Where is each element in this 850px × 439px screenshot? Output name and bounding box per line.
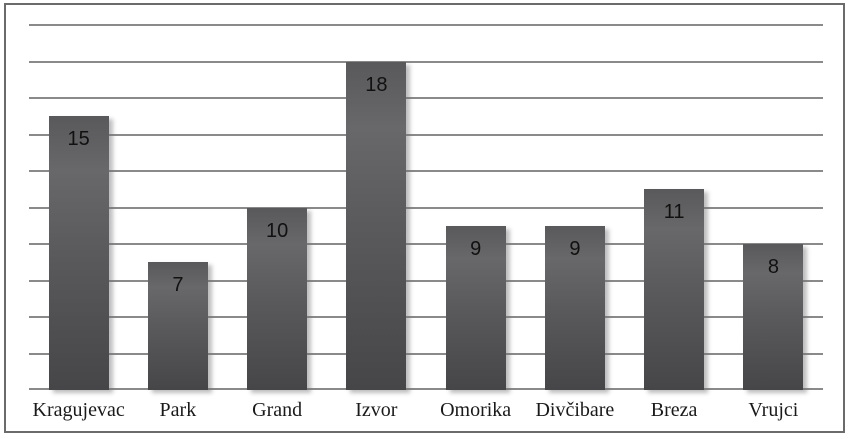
bar-value-label: 10 bbox=[266, 219, 289, 242]
category-label: Grand bbox=[252, 399, 303, 421]
gridline bbox=[29, 352, 823, 355]
gridline bbox=[29, 170, 823, 172]
category-label: Omorika bbox=[440, 399, 512, 421]
bars-row: 15 7 10 18 9 9 11 8 bbox=[29, 25, 823, 390]
gridline bbox=[29, 60, 823, 63]
bar-Breza: 11 bbox=[644, 189, 705, 390]
x-axis-line bbox=[29, 388, 823, 390]
gridline bbox=[29, 279, 823, 282]
bar-value-label: 9 bbox=[569, 237, 581, 260]
bar-slot: 11 bbox=[625, 25, 724, 390]
bar-slot: 15 bbox=[29, 25, 128, 390]
category-label: Izvor bbox=[355, 399, 398, 421]
category-label: Kragujevac bbox=[32, 399, 125, 421]
chart-frame bbox=[4, 3, 845, 433]
gridline bbox=[29, 24, 823, 26]
bar-Grand: 10 bbox=[247, 207, 308, 390]
category-label: Breza bbox=[650, 399, 698, 421]
plot-area: 15 7 10 18 9 9 11 8 bbox=[29, 24, 823, 390]
gridline bbox=[29, 206, 823, 209]
category-label: Vrujci bbox=[748, 399, 799, 421]
bar-slot: 8 bbox=[724, 25, 823, 390]
gridline bbox=[29, 97, 823, 99]
bar-Vrujci: 8 bbox=[743, 244, 804, 390]
bar-value-label: 15 bbox=[67, 128, 90, 151]
bar-Kragujevac: 15 bbox=[48, 116, 109, 390]
bar-value-label: 11 bbox=[663, 201, 685, 224]
category-axis: Kragujevac Park Grand Izvor Omorika Divčibare… bbox=[29, 398, 823, 422]
gridline bbox=[29, 243, 823, 245]
bar-value-label: 9 bbox=[470, 237, 482, 260]
category-label: Divčibare bbox=[535, 399, 615, 421]
gridline bbox=[29, 316, 823, 318]
bar-value-label: 18 bbox=[365, 73, 388, 96]
bar-Omorika: 9 bbox=[445, 225, 506, 390]
bar-Park: 7 bbox=[147, 262, 208, 390]
category-label: Park bbox=[159, 399, 197, 421]
gridline bbox=[29, 133, 823, 136]
bar-slot: 7 bbox=[128, 25, 227, 390]
bar-Divčibare: 9 bbox=[544, 225, 605, 390]
bar-slot: 18 bbox=[327, 25, 426, 390]
bar-Izvor: 18 bbox=[346, 61, 407, 390]
bar-slot: 10 bbox=[228, 25, 327, 390]
bar-value-label: 7 bbox=[172, 274, 184, 297]
bar-slot: 9 bbox=[426, 25, 525, 390]
bar-slot: 9 bbox=[525, 25, 624, 390]
bar-value-label: 8 bbox=[767, 256, 779, 278]
